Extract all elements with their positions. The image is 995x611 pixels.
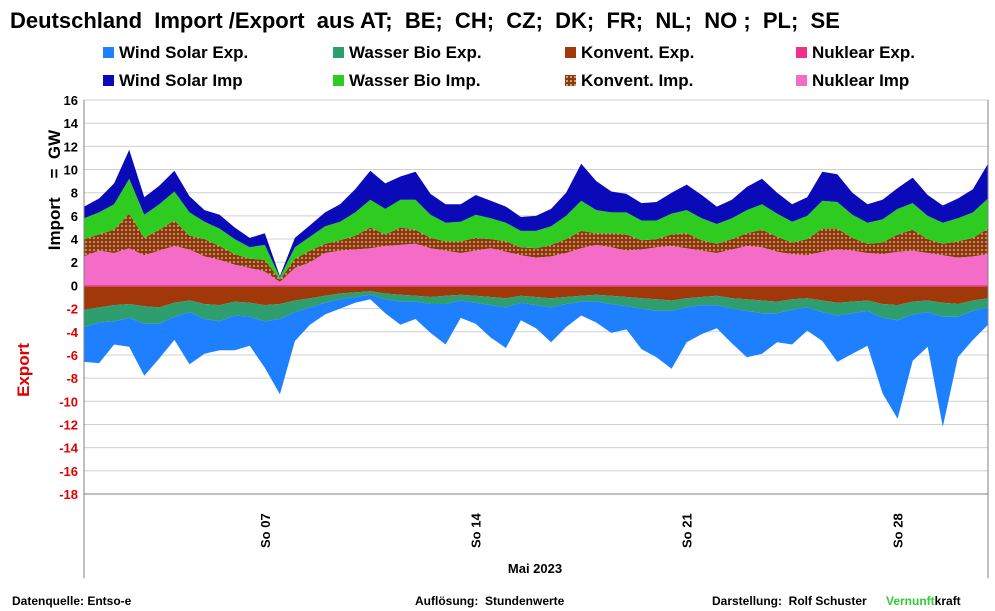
y-tick-label: -12 (59, 417, 78, 432)
y-tick-label: 0 (71, 278, 78, 293)
area-wasser-bio-exp (84, 291, 988, 328)
x-tick-label: So 14 (469, 513, 484, 548)
area-nuklear-imp (84, 243, 988, 286)
y-tick-label: -16 (59, 464, 78, 479)
area-konvent-exp (84, 286, 988, 310)
legend-swatch (333, 75, 344, 86)
y-tick-label: 6 (71, 209, 78, 224)
area-wind-solar-imp (84, 149, 988, 278)
legend-item: Konvent. Imp. (565, 71, 693, 91)
y-tick-label: 8 (71, 186, 78, 201)
legend-item: Nuklear Exp. (796, 43, 915, 63)
legend-label: Wasser Bio Exp. (349, 43, 482, 62)
y-tick-label: 2 (71, 255, 78, 270)
brand-vernunft: Vernunft (886, 594, 935, 608)
y-tick-label: -18 (59, 487, 78, 502)
x-tick-label: So 28 (891, 513, 906, 548)
legend-item: Wasser Bio Exp. (333, 43, 482, 63)
footer-brand: Vernunftkraft (886, 594, 961, 608)
area-konvent-imp (84, 213, 988, 282)
legend-label: Wind Solar Imp (119, 71, 243, 90)
y-tick-label: 14 (64, 116, 79, 131)
y-tick-label: -10 (59, 394, 78, 409)
legend-item: Konvent. Exp. (565, 43, 694, 63)
y-tick-label: -2 (66, 302, 78, 317)
y-tick-label: -6 (66, 348, 78, 363)
legend-item: Nuklear Imp (796, 71, 909, 91)
legend-item: Wind Solar Imp (103, 71, 243, 91)
legend-swatch (103, 47, 114, 58)
area-nuklear-exp (84, 285, 988, 287)
x-axis-label: Mai 2023 (507, 561, 563, 576)
brand-kraft: kraft (934, 594, 961, 608)
y-tick-label: -8 (66, 371, 78, 386)
legend-swatch (103, 75, 114, 86)
legend-item: Wasser Bio Imp. (333, 71, 481, 91)
y-tick-label: 12 (64, 139, 78, 154)
legend-label: Nuklear Exp. (812, 43, 915, 62)
chart-title: Deutschland Import /Export aus AT; BE; C… (10, 8, 840, 33)
legend-label: Nuklear Imp (812, 71, 910, 90)
y-tick-label: 10 (64, 163, 78, 178)
footer-source: Datenquelle: Entso-e (12, 594, 132, 608)
area-wasser-bio-imp (84, 178, 988, 280)
legend-swatch (796, 47, 807, 58)
x-tick-label: So 07 (258, 513, 273, 548)
footer-author: Darstellung: Rolf Schuster (712, 594, 867, 608)
y-tick-label: 4 (71, 232, 79, 247)
y-tick-label: 16 (64, 93, 78, 108)
legend-swatch (796, 75, 807, 86)
y-tick-label: -14 (59, 441, 79, 456)
axes: 16 14 12 10 8 6 4 2 0 -2 -4 -6 -8 -10 -12 -14 -16 -18 So 0… (59, 93, 989, 578)
x-tick-label: So 21 (680, 513, 695, 548)
legend-item: Wind Solar Exp. (103, 43, 248, 63)
y-tick-label: -4 (66, 325, 78, 340)
area-wind-solar-exp (84, 294, 988, 427)
legend-label: Wind Solar Exp. (119, 43, 249, 62)
legend: Wind Solar Exp. Wasser Bio Exp. Konvent.… (0, 0, 995, 100)
legend-label: Konvent. Imp. (581, 71, 694, 90)
area-series (84, 149, 988, 427)
legend-swatch (333, 47, 344, 58)
footer-resolution: Auflösung: Stundenwerte (415, 594, 565, 608)
legend-swatch (565, 47, 576, 58)
legend-label: Konvent. Exp. (581, 43, 695, 62)
legend-label: Wasser Bio Imp. (349, 71, 481, 90)
legend-swatch (565, 75, 576, 86)
